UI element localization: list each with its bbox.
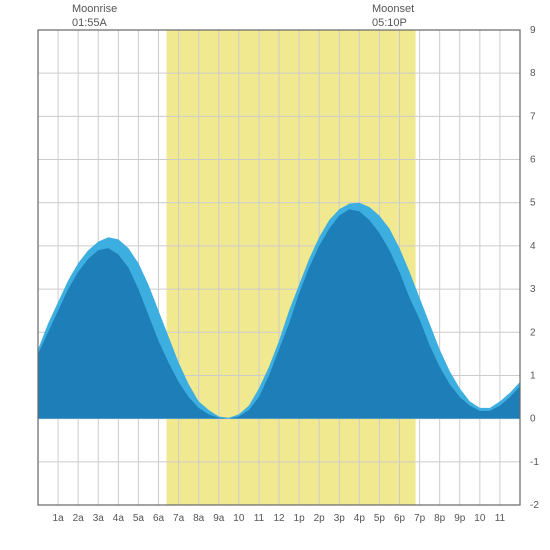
y-tick-label: 5 [530,198,536,209]
y-tick-label: 8 [530,68,536,79]
y-tick-label: 3 [530,284,536,295]
y-tick-label: 2 [530,327,536,338]
chart-container: Moonrise 01:55A Moonset 05:10P 1a2a3a4a5… [0,0,550,550]
x-tick-label: 1a [53,513,65,524]
tide-chart: 1a2a3a4a5a6a7a8a9a1011121p2p3p4p5p6p7p8p… [0,0,550,550]
x-tick-label: 6p [394,513,406,524]
y-tick-label: 1 [530,370,536,381]
x-tick-label: 8p [434,513,446,524]
x-tick-label: 11 [254,513,265,524]
x-tick-label: 3a [93,513,105,524]
x-tick-label: 5a [133,513,145,524]
x-tick-label: 6a [153,513,165,524]
x-tick-label: 11 [495,513,506,524]
x-tick-label: 4a [113,513,125,524]
x-tick-label: 9a [213,513,225,524]
y-tick-label: -2 [530,500,539,511]
x-tick-label: 10 [233,513,245,524]
x-tick-label: 12 [273,513,285,524]
x-tick-label: 5p [374,513,386,524]
x-tick-label: 10 [474,513,486,524]
y-tick-label: 7 [530,111,536,122]
y-tick-label: 9 [530,25,536,36]
x-tick-label: 3p [334,513,346,524]
x-tick-label: 7a [173,513,185,524]
x-tick-label: 9p [454,513,466,524]
x-tick-label: 7p [414,513,426,524]
x-tick-label: 2p [314,513,326,524]
y-tick-label: 0 [530,414,536,425]
x-tick-label: 4p [354,513,366,524]
y-tick-label: 6 [530,155,536,166]
x-tick-label: 8a [193,513,205,524]
x-tick-label: 2a [73,513,85,524]
x-tick-label: 1p [294,513,306,524]
y-tick-label: -1 [530,457,539,468]
y-tick-label: 4 [530,241,536,252]
